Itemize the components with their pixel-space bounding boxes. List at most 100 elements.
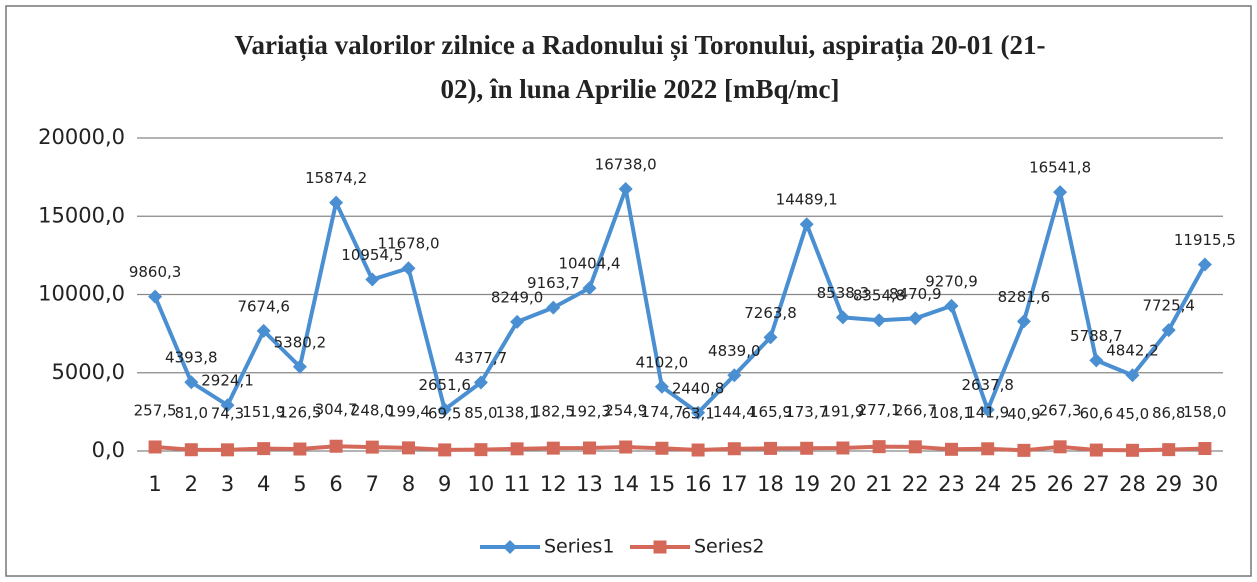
- data-label: 138,1: [496, 403, 539, 421]
- data-point: [908, 440, 922, 454]
- x-tick-label: 13: [576, 472, 603, 496]
- data-point: [799, 217, 814, 232]
- data-point: [944, 298, 959, 313]
- data-point: [1017, 443, 1031, 457]
- data-label: 14489,1: [776, 191, 838, 209]
- data-point: [184, 375, 199, 390]
- x-tick-label: 7: [366, 472, 379, 496]
- data-point: [691, 443, 705, 457]
- data-point: [184, 443, 198, 457]
- data-point: [1053, 185, 1068, 200]
- x-tick-label: 11: [504, 472, 531, 496]
- data-point: [1053, 440, 1067, 454]
- data-point: [727, 368, 742, 383]
- x-tick-label: 14: [612, 472, 639, 496]
- data-point: [510, 314, 525, 329]
- data-label: 60,6: [1080, 405, 1113, 423]
- data-point: [257, 442, 271, 456]
- data-label: 86,8: [1152, 404, 1185, 422]
- x-tick-label: 26: [1047, 472, 1074, 496]
- data-label: 69,5: [428, 404, 461, 422]
- x-tick-label: 21: [866, 472, 893, 496]
- x-tick-label: 18: [757, 472, 784, 496]
- data-point: [365, 272, 380, 287]
- data-label: 74,3: [211, 404, 244, 422]
- x-tick-label: 4: [257, 472, 270, 496]
- data-label: 7263,8: [744, 304, 797, 322]
- data-label: 11678,0: [377, 235, 439, 253]
- data-label: 4842,2: [1106, 342, 1159, 360]
- data-label: 9163,7: [527, 274, 580, 292]
- x-tick-label: 17: [721, 472, 748, 496]
- data-point: [1089, 443, 1103, 457]
- data-point: [619, 440, 633, 454]
- x-tick-label: 23: [938, 472, 965, 496]
- data-point: [1089, 353, 1104, 368]
- data-point: [329, 439, 343, 453]
- data-label: 7674,6: [237, 297, 290, 315]
- data-label: 2637,8: [961, 376, 1014, 394]
- data-label: 248,0: [351, 402, 394, 420]
- x-tick-label: 8: [402, 472, 415, 496]
- data-point: [582, 281, 597, 296]
- data-point: [148, 440, 162, 454]
- data-label: 192,3: [568, 402, 611, 420]
- x-tick-label: 3: [221, 472, 234, 496]
- x-tick-label: 24: [974, 472, 1001, 496]
- data-point: [800, 441, 814, 455]
- x-tick-label: 2: [185, 472, 198, 496]
- data-point: [835, 310, 850, 325]
- data-point: [908, 311, 923, 326]
- x-tick-label: 25: [1011, 472, 1038, 496]
- data-point: [1161, 323, 1176, 338]
- data-label: 191,9: [821, 402, 864, 420]
- y-tick-label: 20000,0: [38, 125, 125, 149]
- chart-title: Variația valorilor zilnice a Radonului ș…: [234, 30, 1045, 61]
- x-tick-label: 1: [148, 472, 161, 496]
- x-tick-label: 10: [468, 472, 495, 496]
- data-label: 8538,3: [817, 284, 870, 302]
- data-label: 173,7: [785, 403, 828, 421]
- data-point: [221, 443, 234, 457]
- data-label: 126,5: [278, 404, 321, 422]
- data-label: 2651,6: [418, 376, 471, 394]
- data-point: [437, 402, 452, 417]
- data-label: 16541,8: [1029, 159, 1091, 177]
- data-label: 2440,8: [672, 379, 725, 397]
- data-label: 8281,6: [998, 288, 1051, 306]
- data-label: 11915,5: [1174, 231, 1236, 249]
- data-label: 165,9: [749, 403, 792, 421]
- x-tick-label: 27: [1083, 472, 1110, 496]
- data-point: [510, 442, 524, 456]
- x-tick-label: 15: [649, 472, 676, 496]
- legend-label: Series1: [544, 536, 615, 558]
- data-point: [329, 195, 344, 210]
- data-label: 81,0: [175, 404, 208, 422]
- data-label: 4839,0: [708, 342, 761, 360]
- data-point: [148, 289, 163, 304]
- data-label: 10404,4: [558, 255, 620, 273]
- x-tick-label: 20: [830, 472, 857, 496]
- chart-frame: [5, 5, 1252, 577]
- x-tick-label: 29: [1155, 472, 1182, 496]
- data-point: [980, 402, 995, 417]
- data-label: 266,7: [894, 401, 937, 419]
- data-label: 257,5: [134, 401, 177, 419]
- data-point: [727, 442, 741, 456]
- data-point: [945, 442, 958, 456]
- data-point: [763, 330, 778, 345]
- data-point: [473, 375, 488, 390]
- data-point: [401, 261, 416, 276]
- data-point: [1198, 442, 1212, 456]
- data-label: 108,1: [930, 404, 973, 422]
- data-point: [654, 379, 669, 394]
- y-tick-label: 10000,0: [38, 282, 125, 306]
- data-point: [293, 442, 307, 456]
- x-tick-label: 9: [438, 472, 451, 496]
- data-label: 158,0: [1183, 403, 1226, 421]
- series-line: [153, 187, 1207, 415]
- legend-marker: [653, 540, 667, 554]
- data-label: 8470,9: [889, 285, 942, 303]
- y-tick-label: 15000,0: [38, 203, 125, 227]
